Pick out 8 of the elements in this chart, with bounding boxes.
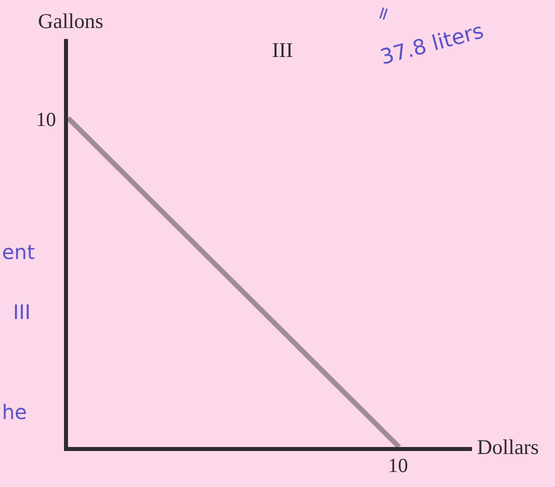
text: III bbox=[13, 300, 31, 324]
text: he bbox=[2, 400, 27, 424]
text: III bbox=[272, 38, 293, 62]
text: 10 bbox=[388, 455, 408, 477]
text: ent bbox=[2, 240, 35, 264]
x-axis-title: Dollars bbox=[477, 435, 539, 459]
y-axis-title: Gallons bbox=[38, 9, 104, 33]
text: 10 bbox=[36, 109, 56, 131]
